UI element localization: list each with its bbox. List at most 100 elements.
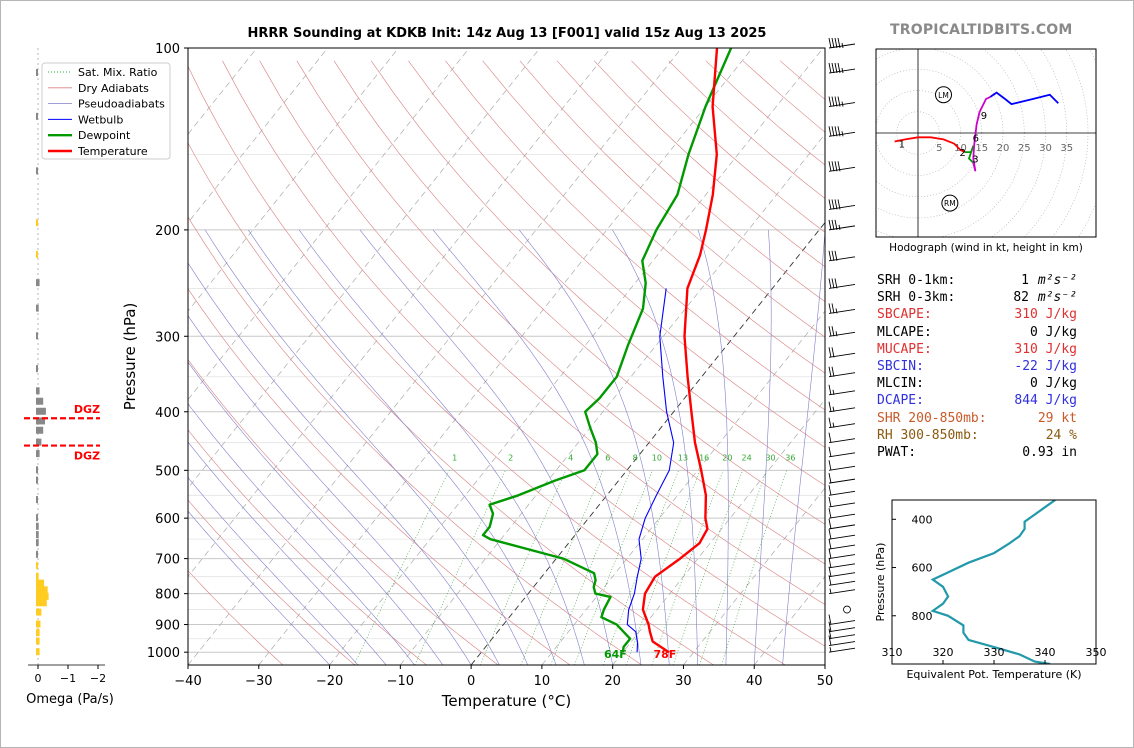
omega-bar	[36, 112, 38, 120]
parameter-row: SHR 200-850mb: 29 kt	[877, 411, 1077, 428]
barb-staff	[828, 308, 856, 314]
parameter-value: 310 J/kg	[1014, 307, 1077, 323]
parameter-row: SBCIN: -22 J/kg	[877, 359, 1077, 376]
parameter-value: 0.93 in	[1022, 445, 1077, 460]
barb-half	[841, 67, 844, 74]
barb-flag	[828, 126, 832, 137]
legend-label: Wetbulb	[78, 113, 123, 126]
storm-motion-marker	[935, 86, 952, 104]
mixing-ratio-label: 2	[508, 454, 513, 463]
isotherm	[683, 487, 825, 665]
barb-flag	[831, 347, 835, 358]
isotherm	[0, 48, 45, 665]
omega-bar	[36, 514, 38, 522]
parameter-label: SBCAPE:	[877, 307, 932, 323]
barb-staff	[828, 647, 856, 653]
omega-bar	[36, 426, 44, 434]
barb-flag	[834, 96, 838, 107]
theta-e-profile	[930, 500, 1056, 664]
mixing-ratio-label: 4	[568, 454, 573, 463]
barb-flag	[828, 401, 832, 412]
legend-label: Temperature	[77, 145, 148, 158]
omega-bar	[36, 637, 40, 645]
isotherm	[188, 48, 612, 578]
parameter-value: 29 kt	[1037, 410, 1077, 426]
parameter-row: PWAT: 0.93 in	[877, 445, 1077, 462]
barb-flag	[831, 278, 835, 289]
barb-flag	[834, 37, 838, 49]
mixing-ratio-label: 24	[742, 454, 752, 463]
barb-staff	[828, 390, 856, 396]
mixing-ratio-line	[414, 470, 506, 665]
omega-bar	[36, 599, 47, 607]
parameter-value: 0 J/kg	[1030, 324, 1077, 340]
barb-flag	[834, 219, 838, 230]
legend-item: Dewpoint	[48, 129, 131, 142]
dry-adiabat	[593, 60, 825, 268]
dry-adiabat	[188, 429, 427, 665]
parameter-value: 24 %	[1045, 427, 1077, 443]
barb-staff	[828, 131, 856, 137]
moist-adiabat	[782, 229, 825, 665]
dry-adiabat	[188, 288, 571, 665]
surface-temperature-label: 78F	[654, 648, 677, 661]
barb-flag	[828, 557, 832, 568]
barb-staff	[828, 43, 856, 49]
omega-bar	[36, 219, 38, 227]
moist-adiabat	[188, 477, 359, 665]
dry-adiabat	[296, 60, 825, 565]
parameter-label: SRH 0-3km:	[877, 290, 956, 306]
parameter-label: RH 300-850mb:	[877, 427, 979, 443]
omega-bar	[36, 417, 45, 425]
surface-dewpoint-label: 64F	[604, 648, 627, 661]
theta-y-tick-label: 800	[912, 610, 933, 623]
barb-staff	[828, 465, 856, 471]
wind-barb	[828, 529, 856, 540]
barb-flag	[831, 62, 835, 74]
dgz-label: DGZ	[74, 450, 100, 463]
legend-item: Sat. Mix. Ratio	[48, 66, 158, 79]
temperature-profile	[641, 48, 719, 654]
moist-adiabat	[612, 229, 698, 665]
wind-barb	[828, 635, 856, 646]
parameter-label: MUCAPE:	[877, 341, 932, 357]
storm-motion-marker	[941, 194, 959, 212]
parameter-unit: m²s⁻²	[1037, 290, 1077, 306]
y-tick-label: 700	[155, 553, 180, 568]
barb-flag	[834, 199, 838, 210]
parameter-label: MLCAPE:	[877, 324, 932, 340]
parameter-value: 310 J/kg	[1014, 341, 1077, 357]
barb-flag	[834, 62, 838, 74]
wind-barb	[828, 250, 856, 262]
barb-staff	[828, 580, 856, 586]
dry-adiabat	[188, 570, 284, 665]
barb-half	[838, 224, 841, 230]
parameter-label: PWAT:	[877, 445, 917, 460]
barb-staff	[828, 372, 856, 378]
barb-staff	[828, 634, 856, 640]
omega-bar	[36, 561, 38, 569]
parameter-label: SHR 200-850mb:	[877, 410, 987, 426]
isotherm	[329, 48, 824, 665]
hodo-ring-label: 10	[954, 143, 967, 154]
y-tick-label: 900	[155, 619, 180, 634]
y-tick-label: 300	[155, 330, 180, 345]
moist-adiabat	[298, 229, 585, 665]
wind-barb	[828, 557, 856, 569]
omega-bar	[36, 304, 39, 312]
omega-bar	[36, 592, 49, 600]
skewt-frame	[187, 47, 826, 666]
dry-adiabat	[188, 142, 714, 665]
isotherm	[470, 221, 825, 665]
hodo-area: 5 10 15 20 25 30 35 1 23 69 LM RM	[876, 49, 1096, 237]
barb-flag	[831, 303, 835, 314]
omega-bar	[36, 579, 45, 587]
moist-adiabat	[188, 403, 415, 665]
barb-flag	[831, 126, 835, 137]
wind-barb	[828, 575, 856, 586]
moist-adiabat	[188, 510, 330, 665]
dry-adiabat	[188, 359, 499, 665]
barb-flag	[828, 250, 832, 261]
wind-barb	[828, 417, 856, 429]
y-tick-label: 1000	[147, 646, 180, 661]
